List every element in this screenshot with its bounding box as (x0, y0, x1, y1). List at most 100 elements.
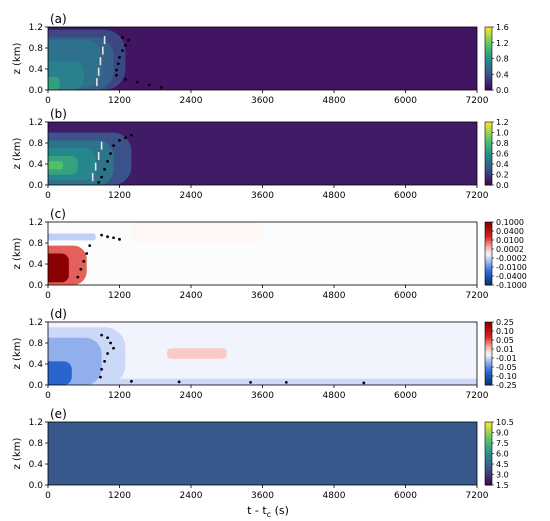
colorbar-segment (485, 361, 492, 365)
marker-black (99, 375, 102, 379)
x-tick-label: 6000 (394, 391, 417, 401)
colorbar-tick-label: 0.2 (496, 171, 509, 180)
x-tick-label: 2400 (180, 491, 203, 501)
colorbar-tick-label: 0.8 (496, 55, 509, 64)
colorbar-segment (485, 32, 492, 36)
marker-black (76, 275, 80, 279)
panel-c: (c) z (km) 0.0 0.4 0.8 1.2 0 1200 2400 3600 4800 60… (12, 207, 527, 301)
colorbar-segment (485, 440, 492, 444)
colorbar-segment (485, 174, 492, 178)
x-tick-label: 4800 (323, 191, 346, 201)
colorbar-segment (485, 84, 492, 88)
colorbar-segment (485, 161, 492, 165)
x-tick-label: 4800 (323, 96, 346, 106)
colorbar-segment (485, 122, 492, 126)
x-tick-label: 3600 (251, 96, 274, 106)
colorbar-segment (485, 177, 492, 181)
contour-region (48, 361, 72, 385)
colorbar-tick-label: 0.0 (496, 181, 509, 190)
colorbar-tick-label: -0.0400 (496, 272, 527, 281)
marker-black (100, 175, 104, 179)
colorbar-segment (485, 429, 492, 433)
x-tick-label: 3600 (251, 491, 274, 501)
marker-black (135, 80, 139, 84)
contour-region (48, 61, 84, 90)
marker-black (109, 341, 112, 345)
y-tick-label: 0.4 (29, 460, 44, 470)
colorbar-segment (485, 471, 492, 475)
colorbar-segment (485, 343, 492, 347)
colorbar-segment (485, 377, 492, 381)
x-tick-label: 7200 (466, 491, 489, 501)
panel-label: (e) (50, 407, 67, 421)
colorbar-tick-label: 0.8 (496, 139, 509, 148)
colorbar-tick-label: 1.6 (496, 23, 509, 32)
colorbar-segment (485, 150, 492, 154)
colorbar-segment (485, 345, 492, 349)
colorbar-segment (485, 435, 492, 439)
colorbar-segment (485, 424, 492, 428)
colorbar-segment (485, 443, 492, 447)
colorbar-tick-label: 0.0100 (496, 236, 524, 245)
colorbar-tick-label: 6.0 (496, 450, 509, 459)
colorbar-segment (485, 127, 492, 131)
colorbar-tick-label: -0.1000 (496, 281, 527, 290)
colorbar-segment (485, 40, 492, 44)
contour-region (167, 348, 227, 359)
marker-black (100, 233, 104, 237)
colorbar-segment (485, 366, 492, 370)
marker-black (85, 252, 89, 255)
marker-black (284, 380, 288, 384)
colorbar-segment (485, 253, 492, 257)
colorbar-tick-label: 10.5 (496, 418, 514, 427)
contour-region (48, 253, 69, 283)
x-tick-label: 3600 (251, 291, 274, 301)
colorbar-tick-label: 7.5 (496, 439, 509, 448)
colorbar-segment (485, 227, 492, 231)
colorbar-segment (485, 232, 492, 236)
marker-black (159, 85, 163, 89)
y-tick-label: 1.2 (29, 218, 43, 228)
colorbar-segment (485, 71, 492, 75)
colorbar-segment (485, 240, 492, 244)
marker-black (112, 236, 115, 240)
colorbar: 0.00.2 0.40.6 0.81.0 1.2 (484, 118, 509, 190)
colorbar-segment (485, 432, 492, 436)
colorbar-segment (485, 82, 492, 86)
colorbar-segment (485, 335, 492, 339)
x-tick-label: 0 (45, 96, 51, 106)
marker-black (106, 352, 109, 355)
colorbar-segment (485, 329, 492, 333)
colorbar-segment (485, 248, 492, 252)
colorbar-tick-label: 9.0 (496, 429, 509, 438)
colorbar-tick-label: -0.01 (496, 354, 517, 363)
heatmap-field (48, 322, 477, 385)
marker-black (112, 346, 115, 350)
colorbar-segment (485, 382, 492, 386)
marker-black (115, 73, 118, 77)
colorbar-segment (485, 324, 492, 328)
y-tick-label: 0.0 (29, 86, 44, 96)
colorbar-segment (485, 348, 492, 352)
colorbar-segment (485, 250, 492, 254)
marker-black (100, 367, 104, 371)
x-tick-label: 2400 (180, 291, 203, 301)
colorbar-segment (485, 158, 492, 162)
marker-black (124, 136, 127, 140)
panel-label: (d) (50, 307, 67, 321)
colorbar-segment (485, 322, 492, 326)
y-axis-label: z (km) (12, 438, 23, 470)
colorbar-segment (485, 353, 492, 357)
colorbar-segment (485, 235, 492, 239)
x-tick-label: 7200 (466, 191, 489, 201)
marker-black (106, 235, 109, 239)
colorbar-segment (485, 422, 492, 426)
y-tick-label: 0.4 (29, 65, 44, 75)
colorbar-segment (485, 50, 492, 54)
colorbar-segment (485, 166, 492, 170)
colorbar-segment (485, 179, 492, 183)
x-tick-label: 4800 (323, 391, 346, 401)
x-tick-label: 1200 (108, 491, 131, 501)
colorbar-segment (485, 237, 492, 241)
